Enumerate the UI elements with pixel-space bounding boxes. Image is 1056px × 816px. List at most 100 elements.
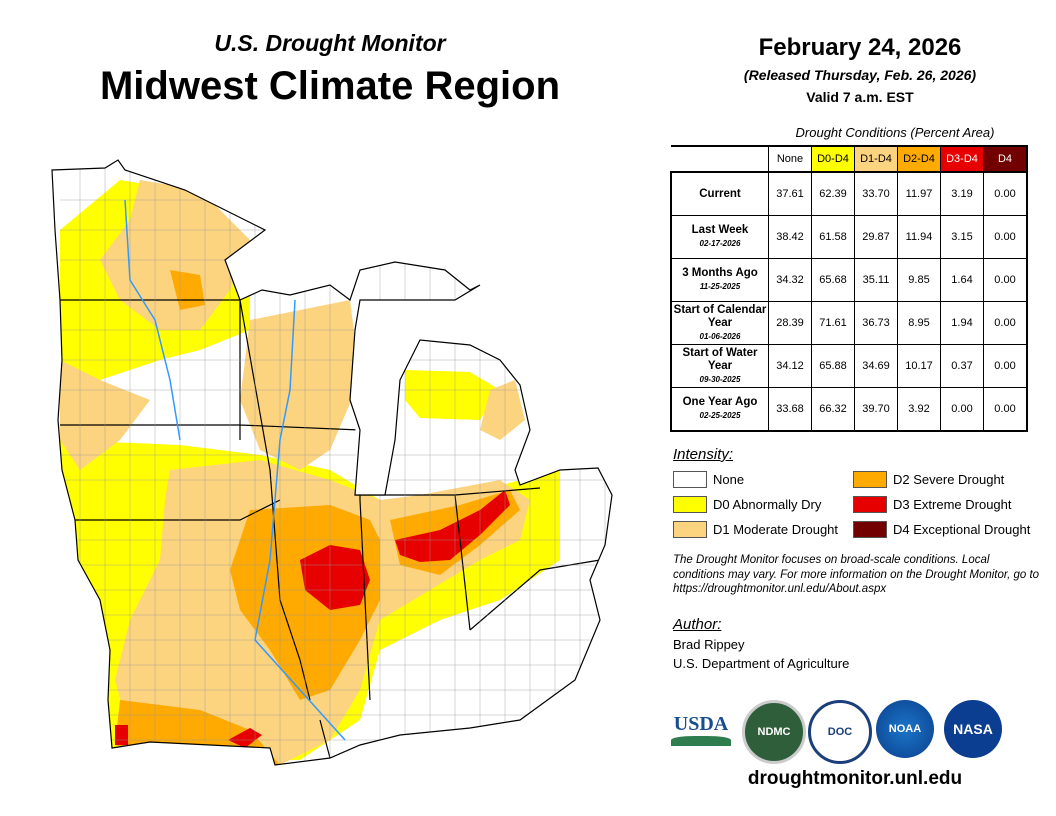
table-cell: 65.88: [811, 344, 855, 388]
col-header-none: None: [768, 145, 812, 173]
legend-swatch: [853, 471, 887, 488]
table-cell: 0.37: [940, 344, 984, 388]
table-cell: 35.11: [854, 258, 898, 302]
legend-swatch: [853, 496, 887, 513]
row-label: 3 Months Ago 11-25-2025: [670, 258, 769, 302]
table-cell: 65.68: [811, 258, 855, 302]
drought-map: [51, 159, 613, 766]
author-title: Author:: [673, 616, 722, 633]
region-outline: [51, 159, 613, 766]
table-cell: 0.00: [983, 215, 1028, 259]
row-label-text: 3 Months Ago: [682, 267, 758, 279]
col-header-d1: D1-D4: [854, 145, 898, 173]
table-cell: 33.68: [768, 387, 812, 432]
table-cell: 0.00: [983, 258, 1028, 302]
table-cell: 10.17: [897, 344, 941, 388]
doc-seal-logo: DOC: [808, 700, 872, 764]
row-label-text: Current: [699, 187, 741, 200]
legend-label: D0 Abnormally Dry: [713, 497, 822, 512]
table-caption: Drought Conditions (Percent Area): [795, 125, 995, 140]
legend-swatch: [673, 496, 707, 513]
legend-label: D2 Severe Drought: [893, 472, 1005, 487]
d1-area: [60, 180, 530, 765]
col-header-d2: D2-D4: [897, 145, 941, 173]
table-cell: 36.73: [854, 301, 898, 345]
table-row: Current 37.61 62.39 33.70 11.97 3.19 0.00: [670, 171, 1028, 216]
table-cell: 39.70: [854, 387, 898, 432]
ndmc-logo: NDMC: [742, 700, 806, 764]
legend-label: D1 Moderate Drought: [713, 522, 839, 537]
subtitle: U.S. Drought Monitor: [214, 30, 446, 56]
drought-conditions-table: None D0-D4 D1-D4 D2-D4 D3-D4 D4 Current 3…: [670, 145, 1028, 432]
row-label-text: Last Week: [691, 224, 749, 236]
row-label-text: Start of Calendar Year: [673, 303, 767, 329]
author-org: U.S. Department of Agriculture: [673, 656, 850, 671]
table-cell: 3.19: [940, 171, 984, 216]
valid-time: Valid 7 a.m. EST: [806, 89, 914, 105]
disclaimer-note: The Drought Monitor focuses on broad-sca…: [673, 554, 1040, 595]
table-cell: 1.94: [940, 301, 984, 345]
map-date: February 24, 2026: [758, 34, 962, 61]
table-cell: 3.92: [897, 387, 941, 432]
website-url[interactable]: droughtmonitor.unl.edu: [747, 768, 963, 789]
row-label: Current: [670, 171, 769, 216]
legend-label: None: [713, 472, 745, 487]
row-date: 02-25-2025: [699, 411, 741, 420]
d2-area: [115, 270, 520, 765]
table-row: One Year Ago 02-25-2025 33.68 66.32 39.70 3.9…: [670, 387, 1028, 432]
table-cell: 3.15: [940, 215, 984, 259]
table-cell: 28.39: [768, 301, 812, 345]
table-cell: 9.85: [897, 258, 941, 302]
table-cell: 33.70: [854, 171, 898, 216]
table-cell: 0.00: [983, 387, 1028, 432]
table-header-row: None D0-D4 D1-D4 D2-D4 D3-D4 D4: [671, 145, 1028, 173]
table-cell: 29.87: [854, 215, 898, 259]
table-cell: 0.00: [983, 171, 1028, 216]
table-cell: 11.94: [897, 215, 941, 259]
col-header-d3: D3-D4: [940, 145, 984, 173]
nasa-logo: NASA: [944, 700, 1002, 758]
table-cell: 71.61: [811, 301, 855, 345]
legend-swatch: [673, 471, 707, 488]
row-date: 11-25-2025: [699, 282, 741, 291]
table-cell: 34.32: [768, 258, 812, 302]
usda-logo: USDA: [670, 700, 732, 758]
table-cell: 0.00: [983, 301, 1028, 345]
row-label: One Year Ago 02-25-2025: [670, 387, 769, 432]
table-cell: 0.00: [983, 344, 1028, 388]
table-row: Start of Calendar Year 01-06-2026 28.39 71.…: [670, 301, 1028, 345]
table-cell: 61.58: [811, 215, 855, 259]
d3-area: [115, 490, 510, 748]
legend-title: Intensity:: [673, 446, 734, 463]
legend-swatch: [853, 521, 887, 538]
noaa-logo: NOAA: [876, 700, 934, 758]
table-cell: 37.61: [768, 171, 812, 216]
legend-swatch: [673, 521, 707, 538]
table-row: 3 Months Ago 11-25-2025 34.32 65.68 35.11 9.8…: [670, 258, 1028, 302]
table-cell: 34.69: [854, 344, 898, 388]
col-header-d4: D4: [983, 145, 1028, 173]
table-row: Start of Water Year 09-30-2025 34.12 65.88 3…: [670, 344, 1028, 388]
row-label: Start of Water Year 09-30-2025: [670, 344, 769, 388]
table-cell: 1.64: [940, 258, 984, 302]
table-cell: 0.00: [940, 387, 984, 432]
page-title: Midwest Climate Region: [99, 64, 561, 108]
row-label-text: One Year Ago: [682, 396, 758, 408]
row-label-text: Start of Water Year: [682, 346, 758, 372]
lake-michigan: [355, 300, 395, 495]
table-cell: 34.12: [768, 344, 812, 388]
author-name: Brad Rippey: [673, 637, 745, 652]
release-date: (Released Thursday, Feb. 26, 2026): [743, 67, 977, 83]
table-cell: 8.95: [897, 301, 941, 345]
table-row: Last Week 02-17-2026 38.42 61.58 29.87 11.94 3…: [670, 215, 1028, 259]
table-cell: 62.39: [811, 171, 855, 216]
row-label: Last Week 02-17-2026: [670, 215, 769, 259]
row-date: 02-17-2026: [699, 239, 741, 248]
row-label: Start of Calendar Year 01-06-2026: [670, 301, 769, 345]
table-cell: 11.97: [897, 171, 941, 216]
table-cell: 66.32: [811, 387, 855, 432]
legend-label: D4 Exceptional Drought: [893, 522, 1031, 537]
row-date: 01-06-2026: [699, 331, 741, 341]
rivers: [124, 199, 346, 741]
